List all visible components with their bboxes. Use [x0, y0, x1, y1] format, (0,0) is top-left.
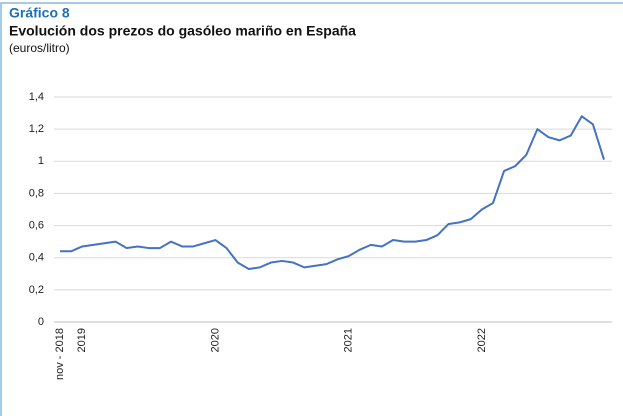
chart-subtitle: (euros/litro): [9, 41, 70, 55]
y-tick-label: 1,2: [29, 123, 44, 135]
chart-title: Evolución dos prezos do gasóleo mariño e…: [9, 23, 356, 39]
chart-label: Gráfico 8: [9, 5, 70, 21]
x-tick-label: 2019: [76, 328, 88, 352]
y-tick-label: 0,6: [29, 219, 44, 231]
y-tick-label: 1,4: [29, 91, 44, 103]
x-tick-label: 2022: [476, 328, 488, 352]
x-tick-label: nov - 2018: [54, 328, 66, 380]
x-tick-label: 2021: [343, 328, 355, 352]
y-tick-label: 0: [38, 316, 44, 328]
x-tick-label: 2020: [209, 328, 221, 352]
y-tick-label: 0,4: [29, 252, 44, 264]
y-tick-label: 1: [38, 155, 44, 167]
data-line: [60, 115, 605, 270]
y-tick-label: 0,2: [29, 284, 44, 296]
y-tick-label: 0,8: [29, 187, 44, 199]
